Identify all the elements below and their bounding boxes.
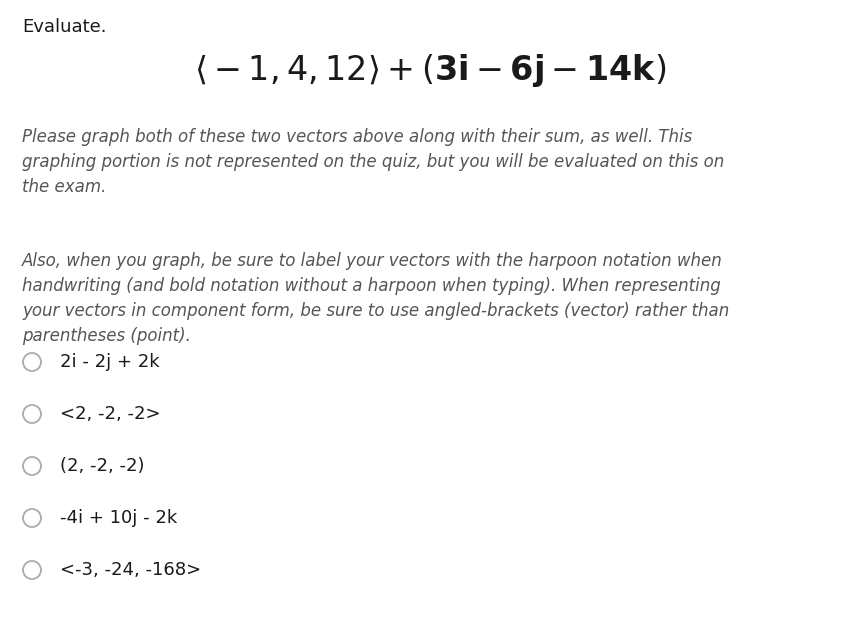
Text: Please graph both of these two vectors above along with their sum, as well. This: Please graph both of these two vectors a…: [22, 128, 724, 196]
Text: Also, when you graph, be sure to label your vectors with the harpoon notation wh: Also, when you graph, be sure to label y…: [22, 252, 729, 345]
Text: <2, -2, -2>: <2, -2, -2>: [60, 405, 161, 423]
Text: <-3, -24, -168>: <-3, -24, -168>: [60, 561, 201, 579]
Text: $\langle -1, 4, 12\rangle + (\mathbf{3i} - \mathbf{6j} - \mathbf{14k})$: $\langle -1, 4, 12\rangle + (\mathbf{3i}…: [194, 52, 666, 89]
Text: (2, -2, -2): (2, -2, -2): [60, 457, 144, 475]
Text: Evaluate.: Evaluate.: [22, 18, 107, 36]
Text: 2i - 2j + 2k: 2i - 2j + 2k: [60, 353, 160, 371]
Text: -4i + 10j - 2k: -4i + 10j - 2k: [60, 509, 177, 527]
